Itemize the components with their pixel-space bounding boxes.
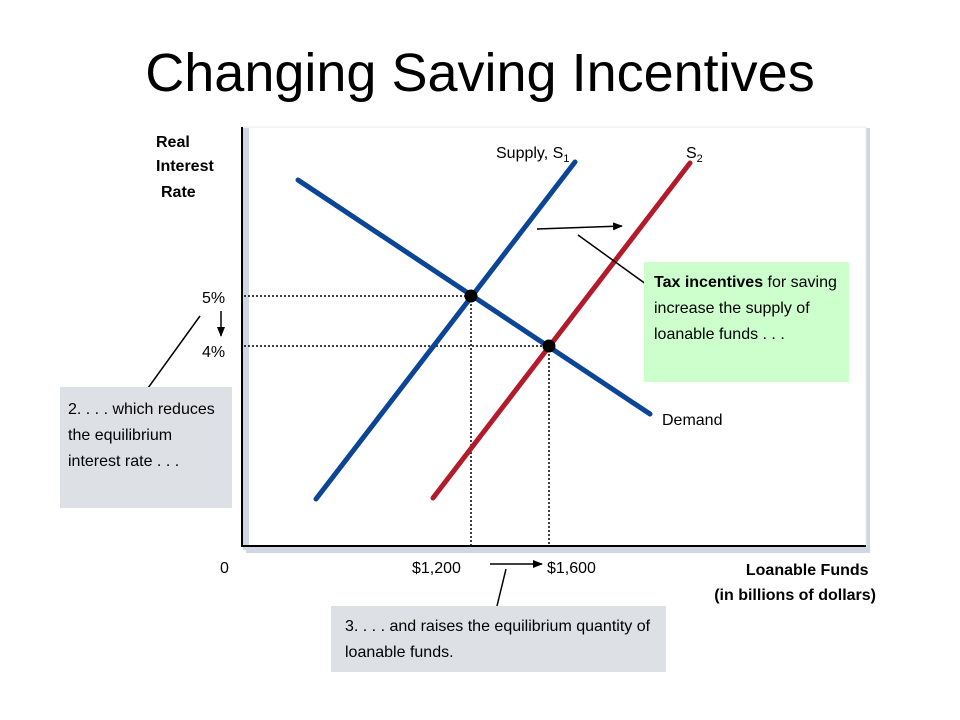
supply-1-line [313,159,578,502]
quantity-pointer-line [496,568,507,607]
shift-arrow [536,222,623,231]
demand-label: Demand [662,412,722,429]
tax-pointer-line [577,234,651,288]
y-tick-4: 4% [202,344,225,361]
x-tick-1200: $1,200 [412,560,461,577]
equilibrium-point-1 [464,289,478,303]
y-axis-title: Real Interest Rate [156,134,218,201]
tax-callout-text: for saving increase the supply of loanab… [654,274,837,343]
guide-lines [244,295,550,546]
tax-incentives-callout: Tax incentives for saving increase the s… [644,262,849,382]
quantity-callout: 3. . . . and raises the equilibrium quan… [331,606,666,672]
y-tick-5: 5% [202,290,225,307]
supply-2-label: S2 [686,145,703,165]
plot-frame [241,126,870,553]
equilibrium-point-2 [542,339,556,353]
slide-title: Changing Saving Incentives [145,43,815,103]
x-tick-1600: $1,600 [547,560,596,577]
supply-1-label: Supply, S1 [496,145,569,165]
x-axis-title: Loanable Funds (in billions of dollars) [714,562,876,604]
supply-2-line [430,160,693,501]
tax-callout-bold: Tax incentives [654,274,764,291]
interest-rate-callout: 2. . . . which reduces the equilibrium i… [60,387,232,508]
rate-pointer-line [147,315,201,389]
origin-label: 0 [220,560,229,577]
